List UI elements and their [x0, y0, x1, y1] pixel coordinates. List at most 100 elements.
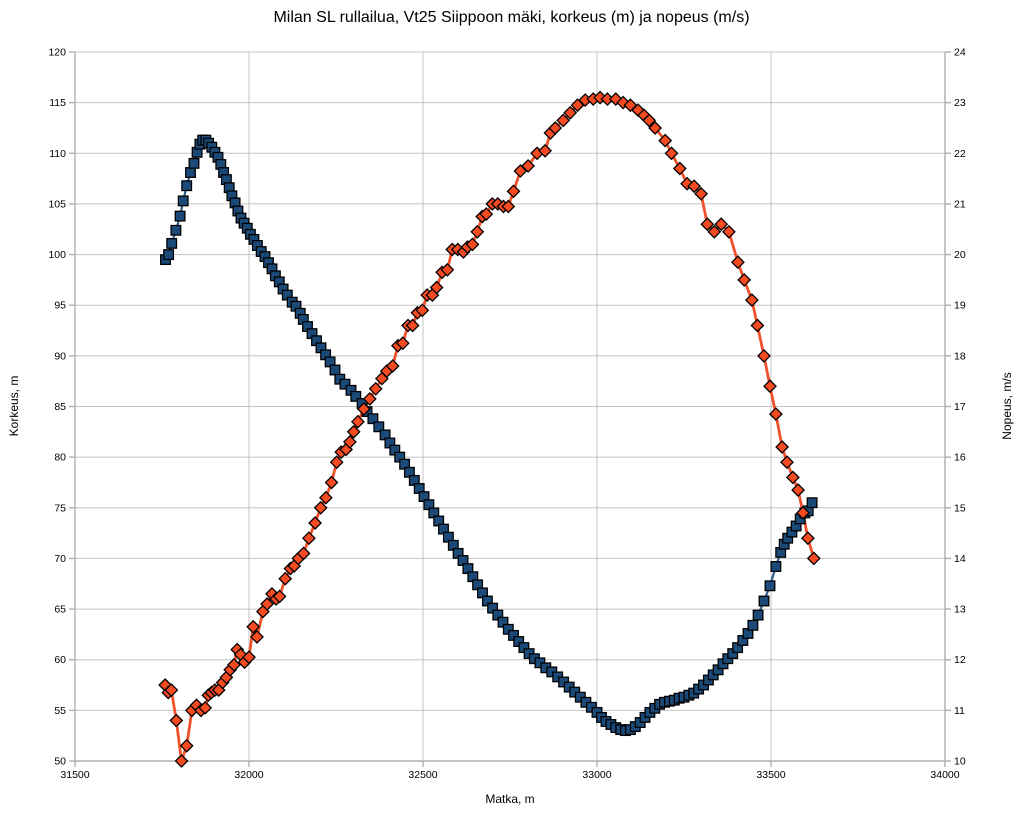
y-right-tick-label: 20	[954, 249, 966, 261]
nopeus-marker	[501, 199, 516, 214]
nopeus-marker	[318, 490, 333, 505]
y-right-tick-label: 18	[954, 350, 966, 362]
korkeus-marker	[367, 413, 379, 425]
nopeus-marker	[785, 470, 800, 485]
korkeus-marker	[177, 195, 189, 207]
y-right-tick-label: 17	[954, 401, 966, 413]
nopeus-marker	[763, 379, 777, 394]
nopeus-marker	[385, 359, 400, 373]
nopeus-marker	[800, 531, 815, 546]
nopeus-marker	[687, 179, 702, 194]
y-left-tick-label: 120	[48, 47, 66, 59]
nopeus-marker	[179, 738, 194, 753]
korkeus-marker	[174, 210, 186, 222]
nopeus-marker	[806, 551, 821, 566]
nopeus-marker	[538, 143, 553, 158]
korkeus-marker	[770, 561, 782, 572]
y-left-tick-label: 80	[54, 452, 66, 464]
y-left-tick-label: 95	[54, 300, 66, 312]
y-axis-title-right: Nopeus, m/s	[1000, 372, 1014, 440]
y-left-tick-label: 85	[54, 401, 66, 413]
nopeus-marker	[642, 113, 657, 128]
nopeus-marker	[356, 402, 371, 416]
nopeus-marker	[780, 455, 794, 470]
nopeus-marker	[368, 381, 383, 396]
y-left-tick-label: 105	[48, 198, 66, 210]
nopeus-marker	[730, 255, 745, 270]
nopeus-marker	[260, 597, 275, 611]
nopeus-marker	[737, 272, 752, 287]
korkeus-marker	[170, 224, 182, 236]
korkeus-marker	[166, 237, 178, 249]
nopeus-marker	[313, 500, 328, 515]
y-left-tick-label: 90	[54, 350, 66, 362]
nopeus-marker	[296, 546, 311, 561]
y-left-tick-label: 100	[48, 249, 66, 261]
korkeus-marker	[758, 595, 770, 607]
y-left-tick-label: 65	[54, 604, 66, 616]
series-markers-nopeus	[158, 90, 821, 768]
x-tick-label: 32500	[408, 769, 437, 781]
nopeus-marker	[768, 407, 783, 422]
korkeus-marker	[188, 157, 200, 169]
nopeus-marker	[362, 391, 377, 406]
y-right-tick-label: 11	[954, 705, 965, 717]
y-left-tick-label: 55	[54, 705, 66, 717]
nopeus-marker	[648, 121, 663, 135]
nopeus-marker	[757, 348, 771, 363]
korkeus-marker	[806, 497, 818, 509]
y-right-tick-label: 13	[954, 604, 966, 616]
nopeus-marker	[342, 434, 357, 449]
nopeus-marker	[227, 657, 241, 672]
nopeus-marker	[272, 589, 287, 604]
nopeus-marker	[246, 619, 261, 634]
nopeus-marker	[796, 505, 810, 520]
nopeus-marker	[440, 262, 455, 277]
nopeus-marker	[744, 293, 759, 308]
nopeus-marker	[563, 105, 578, 120]
korkeus-marker	[373, 421, 385, 433]
y-right-tick-label: 19	[954, 300, 966, 312]
x-axis-title: Matka, m	[485, 792, 535, 806]
x-tick-label: 34000	[930, 769, 959, 781]
nopeus-marker	[329, 455, 344, 470]
y-left-tick-label: 110	[49, 148, 66, 160]
nopeus-marker	[521, 158, 536, 173]
tick-labels: 50 55 60 65 70 75 80 85 90 95 100 105 110 115 120 10 11 1…	[48, 47, 965, 782]
y-right-tick-label: 22	[954, 148, 966, 160]
nopeus-marker	[775, 440, 790, 454]
nopeus-marker	[672, 161, 687, 176]
series-markers-korkeus	[160, 134, 818, 737]
korkeus-marker	[752, 609, 764, 621]
series-line-nopeus	[163, 96, 816, 763]
nopeus-marker	[174, 754, 189, 768]
nopeus-marker	[506, 184, 521, 199]
y-right-tick-label: 10	[954, 756, 966, 768]
nopeus-marker	[308, 516, 323, 530]
korkeus-marker	[185, 167, 196, 178]
nopeus-marker	[658, 133, 673, 148]
nopeus-marker	[350, 414, 365, 429]
korkeus-marker	[350, 390, 362, 402]
nopeus-marker	[721, 224, 736, 239]
nopeus-marker	[169, 713, 184, 728]
series-lines	[163, 96, 816, 763]
x-tick-label: 33500	[756, 769, 785, 781]
nopeus-marker	[694, 186, 709, 201]
nopeus-marker	[791, 483, 806, 498]
nopeus-marker	[548, 121, 563, 135]
y-right-tick-label: 24	[954, 47, 966, 59]
tick-marks	[69, 51, 951, 767]
nopeus-marker	[324, 475, 339, 490]
nopeus-marker	[198, 700, 213, 715]
x-tick-label: 32000	[234, 769, 263, 781]
nopeus-marker	[707, 224, 722, 239]
y-left-tick-label: 60	[54, 654, 66, 666]
korkeus-marker	[339, 378, 351, 390]
nopeus-marker	[278, 571, 293, 586]
nopeus-marker	[301, 531, 316, 546]
y-right-tick-label: 21	[954, 198, 966, 210]
nopeus-marker	[405, 318, 420, 333]
